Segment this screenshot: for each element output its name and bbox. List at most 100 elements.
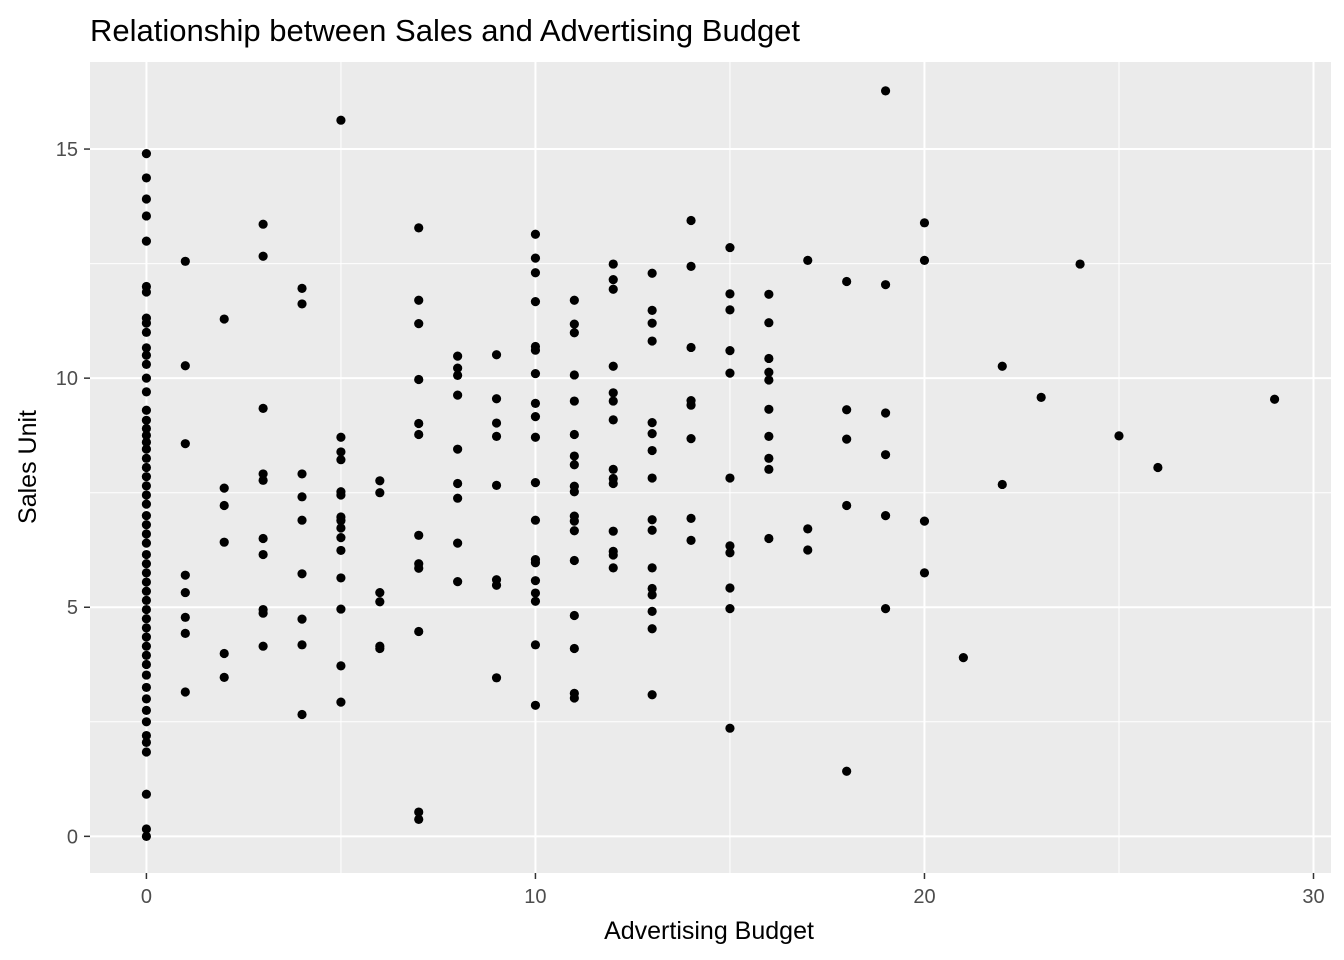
data-point (414, 319, 424, 329)
data-point (375, 597, 385, 607)
y-tick-label: 0 (67, 826, 78, 848)
y-axis-title: Sales Unit (14, 410, 42, 524)
data-point (336, 490, 346, 500)
data-point (530, 558, 541, 568)
data-point (647, 268, 657, 278)
data-point (608, 284, 618, 294)
data-point (647, 583, 657, 594)
data-point (180, 687, 190, 697)
data-point (180, 628, 190, 638)
data-point (297, 515, 307, 525)
data-point (258, 475, 268, 485)
data-point (842, 500, 852, 511)
data-point (880, 86, 891, 96)
data-point (336, 604, 346, 614)
data-point (880, 604, 891, 614)
data-point (530, 478, 541, 488)
data-point (686, 261, 696, 271)
data-point (141, 350, 152, 360)
data-point (608, 415, 618, 425)
data-point (141, 499, 152, 509)
data-point (530, 412, 541, 422)
data-point (141, 453, 152, 463)
data-point (842, 276, 852, 287)
data-point (141, 359, 152, 370)
data-point (141, 614, 152, 624)
data-point (647, 473, 657, 483)
data-point (569, 328, 579, 338)
data-point (180, 587, 190, 598)
data-point (608, 526, 618, 536)
data-point (764, 404, 774, 414)
data-point (336, 432, 346, 442)
data-point (1114, 431, 1124, 441)
data-point (686, 513, 696, 523)
data-point (569, 451, 579, 461)
data-point (725, 305, 735, 315)
y-tick-label: 15 (56, 139, 78, 161)
data-point (569, 295, 579, 305)
x-tick-label: 30 (1302, 886, 1324, 908)
data-point (764, 375, 774, 385)
data-point (491, 673, 502, 683)
data-point (530, 229, 541, 239)
data-point (453, 363, 463, 373)
data-point (686, 434, 696, 444)
data-point (491, 480, 502, 490)
data-point (725, 723, 735, 733)
data-point (375, 587, 385, 598)
data-point (141, 529, 152, 539)
data-point (569, 319, 579, 329)
data-point (842, 766, 852, 776)
data-point (647, 563, 657, 573)
data-point (141, 824, 152, 834)
data-point (764, 318, 774, 328)
data-point (764, 533, 774, 544)
data-point (919, 218, 930, 228)
data-point (491, 418, 502, 428)
data-point (608, 388, 618, 398)
data-point (453, 370, 463, 381)
data-point (569, 516, 579, 526)
data-point (297, 640, 307, 650)
data-point (141, 520, 152, 530)
data-point (453, 390, 463, 400)
data-point (608, 563, 618, 573)
data-point (453, 538, 463, 548)
data-point (1036, 392, 1046, 402)
data-point (686, 535, 696, 545)
data-point (414, 223, 424, 233)
data-point (141, 604, 152, 615)
data-point (414, 295, 424, 305)
data-point (453, 576, 463, 587)
data-point (958, 653, 968, 663)
data-point (997, 361, 1007, 371)
data-point (725, 242, 735, 253)
data-point (725, 583, 735, 593)
data-point (297, 492, 307, 502)
data-point (764, 289, 774, 299)
data-point (764, 464, 774, 474)
chart-title: Relationship between Sales and Advertisi… (90, 13, 800, 48)
data-point (414, 418, 424, 429)
data-point (491, 350, 502, 360)
data-point (647, 525, 657, 535)
data-point (997, 479, 1007, 490)
x-tick-label: 10 (524, 886, 546, 908)
data-point (569, 526, 579, 536)
data-point (141, 236, 152, 246)
data-point (608, 259, 618, 269)
data-point (141, 641, 152, 651)
data-point (141, 789, 152, 799)
data-point (880, 450, 891, 460)
data-point (414, 626, 424, 637)
data-point (180, 439, 190, 449)
data-point (569, 370, 579, 380)
data-point (569, 693, 579, 703)
data-point (180, 256, 190, 266)
data-point (530, 576, 541, 586)
data-point (258, 251, 268, 261)
data-point (141, 444, 152, 454)
data-point (803, 545, 813, 555)
data-point (258, 219, 268, 229)
